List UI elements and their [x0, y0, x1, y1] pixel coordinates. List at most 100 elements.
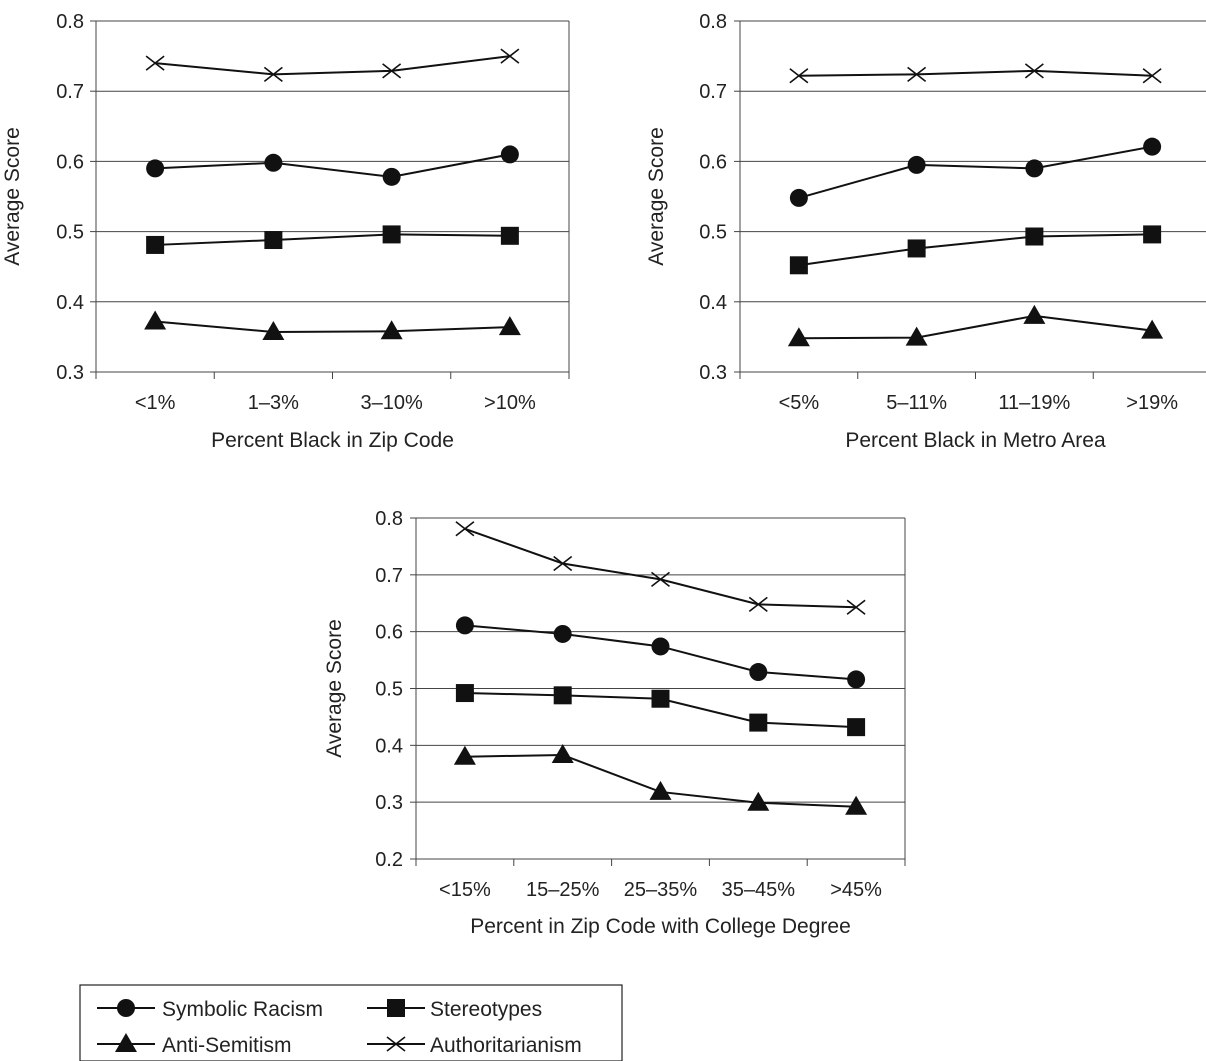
y-tick-label: 0.4	[56, 292, 84, 314]
data-point-anti-semitism	[1141, 319, 1164, 339]
series-authoritarianism	[789, 63, 1162, 84]
x-tick-label: >19%	[1126, 392, 1178, 414]
legend-label: Anti-Semitism	[162, 1034, 292, 1057]
data-point-stereotypes	[789, 256, 808, 275]
y-axis-label: Average Score	[645, 127, 668, 266]
series-stereotypes	[789, 225, 1162, 275]
data-point-authoritarianism	[500, 48, 520, 64]
data-point-symbolic-racism	[907, 155, 926, 174]
x-axis-label: Percent Black in Zip Code	[211, 429, 454, 452]
data-point-authoritarianism	[748, 596, 768, 613]
data-point-anti-semitism	[380, 320, 403, 340]
legend-label: Symbolic Racism	[162, 998, 323, 1021]
x-tick-label: 5–11%	[886, 392, 947, 414]
data-point-symbolic-racism	[847, 670, 866, 689]
y-tick-label: 0.8	[56, 11, 84, 33]
y-tick-label: 0.7	[375, 565, 403, 587]
x-tick-label: <15%	[439, 879, 491, 901]
x-axis-label: Percent in Zip Code with College Degree	[470, 915, 851, 938]
series-line-symbolic-racism	[155, 153, 511, 178]
x-tick-label: >45%	[830, 879, 882, 901]
data-point-stereotypes	[264, 231, 283, 250]
legend-marker-triangle	[115, 1033, 137, 1052]
legend-marker-x	[386, 1036, 406, 1052]
data-point-authoritarianism	[846, 599, 866, 615]
data-point-authoritarianism	[789, 68, 809, 84]
data-point-stereotypes	[1143, 225, 1162, 244]
data-point-symbolic-racism	[789, 188, 808, 207]
series-line-stereotypes	[155, 233, 510, 246]
x-tick-label: 3–10%	[360, 392, 422, 414]
data-point-symbolic-racism	[264, 153, 283, 172]
data-point-authoritarianism	[455, 521, 475, 537]
series-anti-semitism	[453, 743, 868, 815]
y-tick-label: 0.4	[375, 735, 403, 757]
series-stereotypes	[146, 225, 519, 254]
series-stereotypes	[455, 684, 866, 737]
x-tick-label: <5%	[779, 392, 820, 414]
series-line-symbolic-racism	[798, 145, 1153, 199]
x-tick-label: >10%	[484, 392, 536, 414]
data-point-anti-semitism	[845, 795, 868, 815]
legend: Symbolic Racism Stereotypes Anti-Semitism A…	[79, 984, 623, 1061]
data-point-stereotypes	[382, 225, 401, 244]
data-point-anti-semitism	[498, 316, 521, 336]
x-tick-label: 1–3%	[248, 392, 299, 414]
series-symbolic-racism	[789, 137, 1162, 207]
data-point-anti-semitism	[649, 780, 672, 800]
data-point-stereotypes	[455, 684, 474, 703]
data-point-authoritarianism	[553, 555, 573, 572]
data-point-symbolic-racism	[500, 145, 519, 164]
y-tick-label: 0.5	[699, 222, 727, 244]
y-tick-label: 0.8	[375, 508, 403, 530]
chart-percent-college-degree: 0.2 0.3 0.4 0.5 0.6 0.7 0.8 <15% 15–25% 25–35% 35–…	[323, 508, 906, 938]
series-line-anti-semitism	[155, 320, 510, 333]
data-point-stereotypes	[146, 235, 165, 254]
series-anti-semitism	[787, 304, 1164, 347]
x-tick-label: 11–19%	[998, 392, 1070, 414]
y-tick-label: 0.2	[375, 849, 403, 871]
series-symbolic-racism	[455, 616, 866, 689]
legend-item-authoritarianism: Authoritarianism	[367, 1034, 582, 1057]
data-point-anti-semitism	[1023, 304, 1046, 324]
data-point-anti-semitism	[747, 791, 770, 811]
legend-marker-square	[387, 999, 405, 1017]
series-authoritarianism	[145, 48, 520, 82]
x-tick-label: 15–25%	[526, 879, 600, 901]
series-symbolic-racism	[146, 145, 519, 186]
series-anti-semitism	[144, 310, 521, 340]
chart-percent-black-zip: 0.3 0.4 0.5 0.6 0.7 0.8 <1% 1–3% 3–10% >10% Percen…	[1, 11, 570, 452]
data-point-symbolic-racism	[382, 167, 401, 186]
legend-label: Stereotypes	[430, 998, 542, 1021]
chart-percent-black-metro: 0.3 0.4 0.5 0.6 0.7 0.8 <5% 5–11% 11–19% >19% Perc…	[645, 11, 1206, 452]
y-tick-label: 0.5	[375, 679, 403, 701]
data-point-anti-semitism	[787, 327, 810, 347]
data-point-stereotypes	[749, 713, 768, 732]
data-point-anti-semitism	[453, 745, 476, 765]
data-point-stereotypes	[1025, 227, 1044, 246]
series-line-anti-semitism	[798, 314, 1153, 340]
y-tick-label: 0.5	[56, 222, 84, 244]
legend-label: Authoritarianism	[430, 1034, 582, 1057]
data-point-symbolic-racism	[455, 616, 474, 635]
series-line-authoritarianism	[155, 55, 510, 76]
series-line-authoritarianism	[464, 527, 857, 609]
x-tick-label: <1%	[135, 392, 176, 414]
data-point-anti-semitism	[144, 310, 167, 330]
x-axis-label: Percent Black in Metro Area	[845, 429, 1106, 452]
legend-box	[79, 984, 623, 1061]
y-tick-label: 0.3	[699, 362, 727, 384]
series-line-authoritarianism	[798, 69, 1153, 77]
y-tick-label: 0.6	[375, 622, 403, 644]
data-point-authoritarianism	[1024, 63, 1044, 79]
data-point-symbolic-racism	[1025, 159, 1044, 178]
data-point-authoritarianism	[1142, 68, 1162, 84]
y-tick-label: 0.4	[699, 292, 727, 314]
series-authoritarianism	[455, 521, 866, 615]
legend-marker-circle	[117, 999, 135, 1017]
series-line-stereotypes	[798, 233, 1153, 267]
data-point-symbolic-racism	[651, 637, 670, 656]
data-point-authoritarianism	[907, 66, 927, 82]
data-point-symbolic-racism	[553, 624, 572, 643]
